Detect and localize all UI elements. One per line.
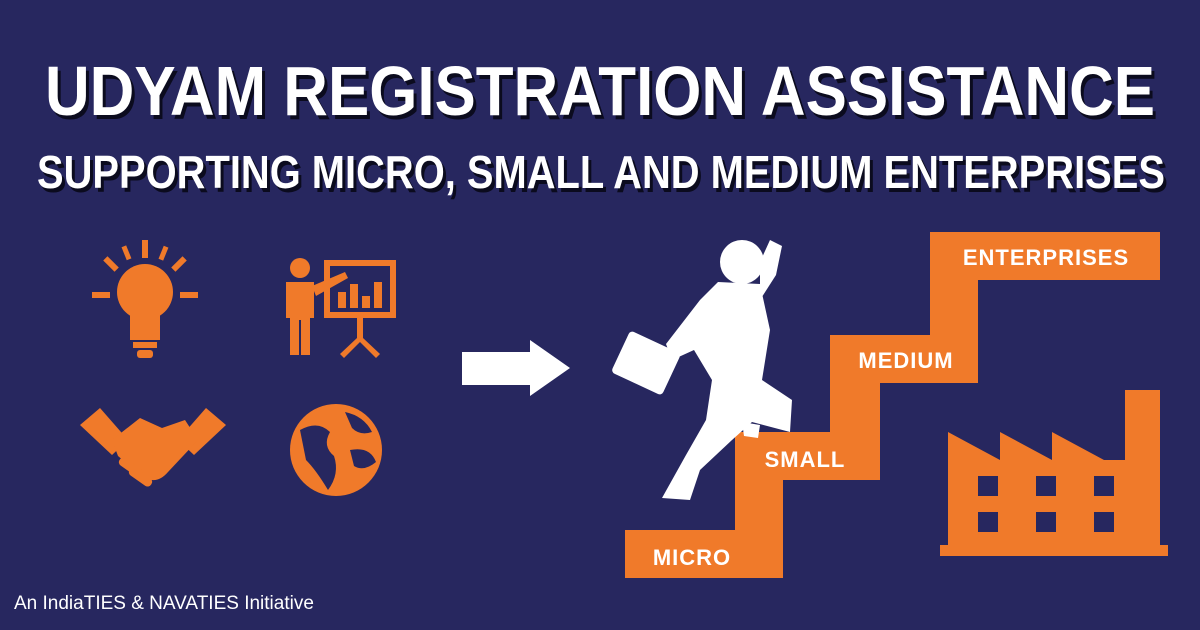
bulb-ray: [180, 292, 198, 298]
factory-icon: [940, 390, 1168, 556]
globe-land: [300, 412, 376, 490]
factory-base: [940, 545, 1168, 556]
board: [324, 260, 396, 318]
head: [720, 240, 764, 284]
bulb-ray: [158, 245, 169, 261]
window: [1036, 476, 1056, 496]
footer: An IndiaTIES & NAVATIES Initiative: [14, 593, 314, 614]
handshake-icon: [80, 408, 226, 487]
bulb-ray: [142, 240, 148, 258]
bulb-tip: [137, 350, 153, 358]
globe: [290, 404, 382, 496]
title: UDYAM REGISTRATION ASSISTANCE: [45, 52, 1155, 130]
shoe: [742, 422, 760, 438]
presentation-icon: [286, 258, 396, 358]
window: [978, 512, 998, 532]
board-bar: [362, 296, 370, 308]
step-label: MEDIUM: [858, 348, 953, 373]
bulb-ray: [171, 256, 187, 272]
bulb-glass: [117, 264, 173, 320]
businessman: [612, 240, 792, 500]
bulb-neck: [130, 310, 160, 340]
window: [1094, 512, 1114, 532]
board-bar: [338, 292, 346, 308]
bulb-ray: [121, 245, 132, 261]
raised-arm: [760, 240, 782, 300]
staircase: [625, 232, 1160, 578]
step-label: ENTERPRISES: [963, 245, 1129, 270]
bulb-icon: [92, 240, 198, 358]
globe-icon: [290, 404, 382, 496]
window: [1094, 476, 1114, 496]
board-stand: [340, 318, 380, 358]
arrow: [462, 340, 570, 396]
step-label: SMALL: [765, 447, 846, 472]
subtitle: SUPPORTING MICRO, SMALL AND MEDIUM ENTER…: [37, 146, 1165, 198]
finger: [128, 467, 153, 487]
presenter-body: [286, 282, 314, 355]
body: [662, 282, 792, 500]
windows: [978, 476, 1114, 532]
presenter-head: [290, 258, 310, 278]
bulb-base: [133, 342, 157, 348]
factory: [948, 390, 1160, 550]
step-label: MICRO: [653, 545, 731, 570]
bulb-ray: [103, 256, 119, 272]
briefcase: [612, 331, 680, 395]
window: [978, 476, 998, 496]
board-bar: [374, 282, 382, 308]
board-bar: [350, 284, 358, 308]
window: [1036, 512, 1056, 532]
bulb-ray: [92, 292, 110, 298]
